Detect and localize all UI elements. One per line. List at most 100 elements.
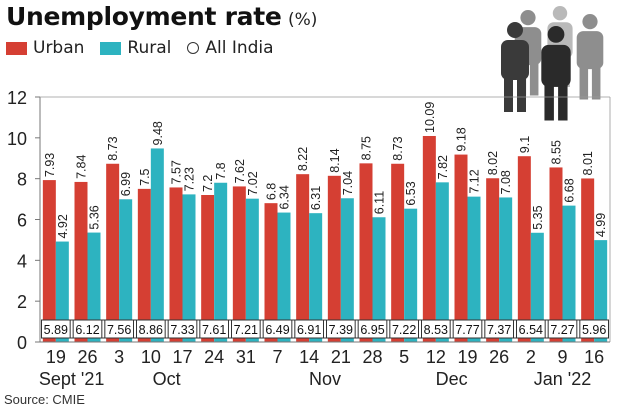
data-label-urban: 7.62 [233, 159, 247, 183]
x-tick-label: 9 [557, 347, 567, 367]
bar-urban [327, 175, 341, 342]
all-india-value: 6.54 [519, 323, 543, 337]
person-leg [579, 63, 589, 100]
month-label: Oct [153, 369, 181, 389]
bar-urban [581, 178, 595, 342]
bar-rural [467, 196, 481, 342]
chart-unit: (%) [287, 10, 318, 30]
all-india-box [326, 319, 356, 339]
all-india-box [231, 319, 261, 339]
data-label-rural: 7.82 [436, 155, 450, 179]
x-tick-label: 26 [77, 347, 97, 367]
x-tick-label: 14 [299, 347, 319, 367]
person-head [582, 14, 598, 30]
bar-urban [359, 163, 373, 342]
x-tick-label: 10 [141, 347, 161, 367]
bar-urban [296, 174, 310, 342]
data-label-urban: 8.55 [550, 140, 564, 164]
y-tick-label: 8 [17, 170, 27, 190]
data-label-rural: 6.11 [373, 191, 387, 214]
all-india-box [421, 319, 451, 339]
all-india-value: 7.37 [487, 323, 511, 337]
data-label-rural: 6.31 [309, 186, 323, 210]
data-label-rural: 6.53 [404, 181, 418, 205]
bar-rural [245, 198, 259, 342]
bar-rural [87, 232, 101, 342]
bar-rural [150, 148, 164, 342]
person-leg [504, 74, 513, 112]
legend-label-all-india: All India [205, 38, 274, 58]
x-tick-label: 16 [584, 347, 604, 367]
data-label-rural: 5.35 [531, 205, 545, 229]
x-tick-label: 24 [204, 347, 224, 367]
data-label-urban: 7.2 [201, 175, 215, 192]
data-label-urban: 8.14 [328, 148, 342, 172]
bar-urban [422, 135, 436, 342]
all-india-value: 7.61 [202, 323, 226, 337]
legend-item-all-india: All India [187, 38, 274, 58]
data-label-urban: 6.8 [265, 183, 279, 200]
legend-label-urban: Urban [33, 38, 85, 58]
all-india-box [167, 319, 198, 339]
data-label-rural: 7.8 [214, 162, 228, 179]
data-label-rural: 4.99 [594, 213, 608, 237]
data-label-rural: 6.34 [278, 185, 292, 209]
data-label-rural: 7.12 [468, 169, 482, 193]
x-tick-label: 7 [272, 347, 282, 367]
bar-rural [182, 194, 196, 342]
all-india-box [41, 319, 71, 339]
bar-urban [391, 163, 405, 342]
month-label: Jan '22 [534, 369, 591, 389]
person-head [552, 6, 568, 21]
bar-rural [55, 241, 69, 342]
month-label: Sept '21 [39, 369, 105, 389]
legend-label-rural: Rural [127, 38, 172, 58]
x-tick-label: 26 [489, 347, 509, 367]
data-label-urban: 9.18 [455, 127, 469, 151]
legend-item-urban: Urban [6, 38, 84, 58]
bar-urban [137, 188, 151, 342]
legend-item-rural: Rural [100, 38, 171, 58]
data-label-rural: 4.92 [56, 214, 70, 238]
x-tick-label: 12 [426, 347, 446, 367]
person-leg [558, 80, 568, 121]
x-tick-label: 19 [46, 347, 66, 367]
data-label-urban: 8.22 [296, 147, 310, 171]
person-body [501, 40, 529, 80]
bar-rural [404, 208, 418, 342]
person-body [576, 31, 604, 70]
data-label-rural: 7.08 [499, 170, 513, 194]
y-tick-label: 2 [17, 292, 27, 312]
person-head [520, 10, 536, 26]
bar-rural [435, 182, 449, 342]
bar-urban [517, 156, 531, 342]
bar-rural [277, 212, 291, 342]
person-leg [544, 80, 554, 121]
all-india-value: 7.33 [170, 323, 194, 337]
person-figure [541, 26, 571, 121]
bar-urban [454, 154, 468, 342]
data-label-urban: 7.84 [75, 155, 89, 179]
all-india-box [516, 319, 546, 339]
bar-rural [499, 197, 513, 342]
all-india-box [547, 319, 578, 339]
legend-swatch-rural [100, 41, 122, 55]
data-label-urban: 7.93 [43, 153, 57, 177]
bar-urban [486, 178, 500, 342]
x-tick-label: 17 [172, 347, 192, 367]
all-india-value: 6.91 [297, 323, 321, 337]
all-india-box [389, 319, 420, 339]
data-label-rural: 6.99 [119, 172, 133, 196]
person-leg [517, 74, 526, 112]
person-head [547, 26, 565, 43]
chart-title: Unemployment rate [6, 2, 282, 31]
all-india-value: 5.89 [44, 323, 68, 337]
legend-swatch-urban [6, 41, 27, 55]
all-india-box [294, 319, 325, 339]
bar-rural [594, 240, 608, 342]
bar-rural [340, 198, 354, 342]
x-tick-label: 21 [331, 347, 351, 367]
bar-urban [201, 195, 215, 342]
